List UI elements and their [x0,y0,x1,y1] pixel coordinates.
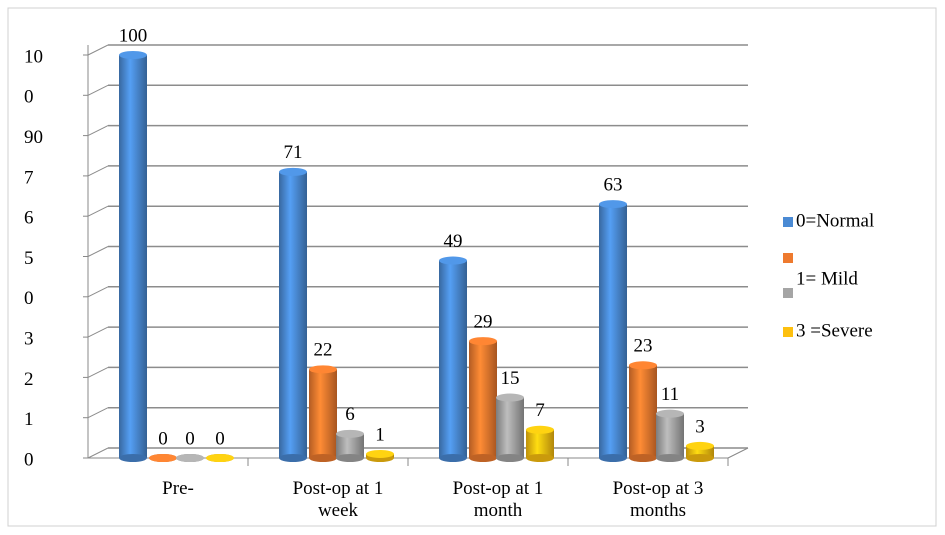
data-label: 100 [119,25,148,46]
y-tick-label: 10 [24,46,43,67]
y-tick-label: 2 [24,369,34,390]
bar-cap [469,337,497,346]
data-label: 71 [284,142,303,163]
bar [309,369,337,458]
legend-swatch [783,253,793,263]
bar-cap [149,454,177,462]
y-tick-label: 1 [24,409,34,430]
data-label: 49 [444,231,463,252]
bar-base [469,454,497,462]
y-tick-label: 0 [24,449,34,470]
bar-base [629,454,657,462]
bar-cap [279,167,307,176]
data-label: 11 [661,384,679,405]
bar [469,341,497,458]
data-label: 0 [185,428,195,449]
legend-label: 3 =Severe [796,320,873,341]
bar-cap [686,441,714,450]
bar-base [279,454,307,462]
grid-depth [87,246,109,257]
bar [336,433,364,458]
bar-base [686,454,714,462]
grid-depth [87,366,109,378]
data-label: 29 [474,311,493,332]
bar-cap [439,256,467,265]
bar [279,171,307,458]
grid-depth [87,44,109,56]
data-label: 0 [215,428,225,449]
data-label: 3 [695,416,705,437]
legend-label: 1= Mild [796,268,858,289]
grid-depth [87,125,109,137]
bar-base [439,454,467,462]
bar-base [599,454,627,462]
bar-cap [496,393,524,402]
bar [496,397,524,458]
x-tick-label: Post-op at 1 week [292,478,384,521]
data-label: 15 [501,368,520,389]
bar-cap [629,361,657,370]
bar-cap [176,454,204,462]
data-label: 7 [535,400,545,421]
bar [599,204,627,458]
legend-swatch [783,288,793,298]
data-label: 22 [314,340,333,361]
x-tick-label: Post-op at 3 months [612,478,704,521]
grid-depth [87,84,109,96]
bar-cap [366,449,394,458]
bar-cap [336,429,364,438]
bar-base [336,454,364,462]
bar-cap [206,454,234,462]
bar-cap [309,365,337,374]
y-tick-label: 0 [24,87,34,108]
y-tick-label: 7 [24,167,34,188]
grid-depth [87,407,109,419]
bar-base [656,454,684,462]
bar-cap [656,409,684,418]
grid-depth [87,165,109,177]
bar-cap [526,425,554,434]
y-tick-label: 5 [24,248,34,269]
grid-depth [87,326,109,338]
y-tick-label: 6 [24,208,34,229]
floor-right [727,447,749,459]
grid-depth [87,205,109,217]
y-tick-label: 90 [24,127,43,148]
bar-base [309,454,337,462]
legend-swatch [783,217,793,227]
bar [439,260,467,458]
bar-base [526,454,554,462]
grid-depth [87,286,109,298]
grid-depth [87,447,109,459]
bar-cap [599,200,627,209]
x-tick-label: Pre- [162,478,194,499]
data-label: 6 [345,404,355,425]
data-label: 23 [634,336,653,357]
data-label: 0 [158,428,168,449]
bar [119,55,147,458]
x-tick-label: Post-op at 1 month [452,478,544,521]
bar [629,365,657,458]
y-tick-label: 0 [24,288,34,309]
data-label: 1 [375,424,385,445]
bar [656,413,684,458]
legend-label: 0=Normal [796,210,874,231]
data-label: 63 [604,174,623,195]
bar-cap [119,51,147,59]
bar [526,429,554,458]
bar-base [496,454,524,462]
bar-base [119,454,147,462]
y-tick-label: 3 [24,328,34,349]
legend-swatch [783,327,793,337]
